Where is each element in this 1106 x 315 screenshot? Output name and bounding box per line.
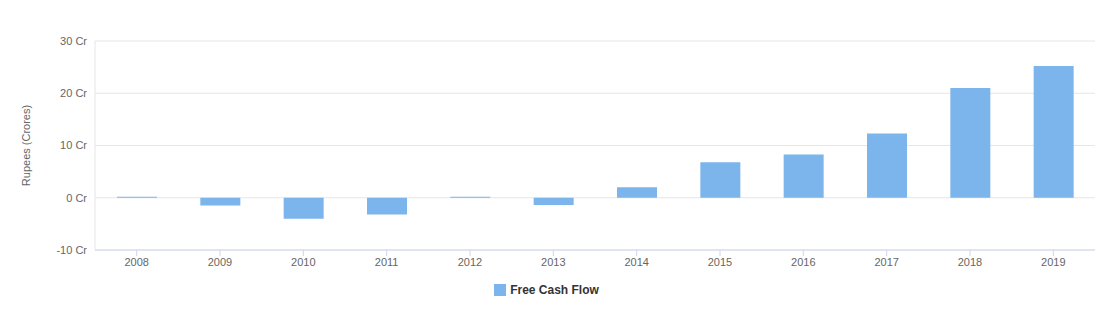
svg-text:2013: 2013 — [541, 256, 565, 268]
svg-text:0 Cr: 0 Cr — [66, 192, 87, 204]
svg-text:-10 Cr: -10 Cr — [56, 244, 87, 256]
svg-text:2011: 2011 — [375, 256, 399, 268]
svg-text:2015: 2015 — [708, 256, 732, 268]
svg-text:30 Cr: 30 Cr — [60, 35, 87, 47]
svg-text:2008: 2008 — [124, 256, 148, 268]
svg-text:20 Cr: 20 Cr — [60, 87, 87, 99]
svg-text:2009: 2009 — [208, 256, 232, 268]
svg-text:2017: 2017 — [874, 256, 898, 268]
svg-text:2014: 2014 — [624, 256, 648, 268]
svg-text:2012: 2012 — [458, 256, 482, 268]
svg-text:2019: 2019 — [1041, 256, 1065, 268]
svg-text:2010: 2010 — [291, 256, 315, 268]
svg-text:10 Cr: 10 Cr — [60, 139, 87, 151]
svg-text:Rupees (Crores): Rupees (Crores) — [20, 105, 32, 186]
html-text:Free Cash Flow: Free Cash Flow — [510, 283, 599, 297]
svg-text:2018: 2018 — [958, 256, 982, 268]
svg-text:2016: 2016 — [791, 256, 815, 268]
